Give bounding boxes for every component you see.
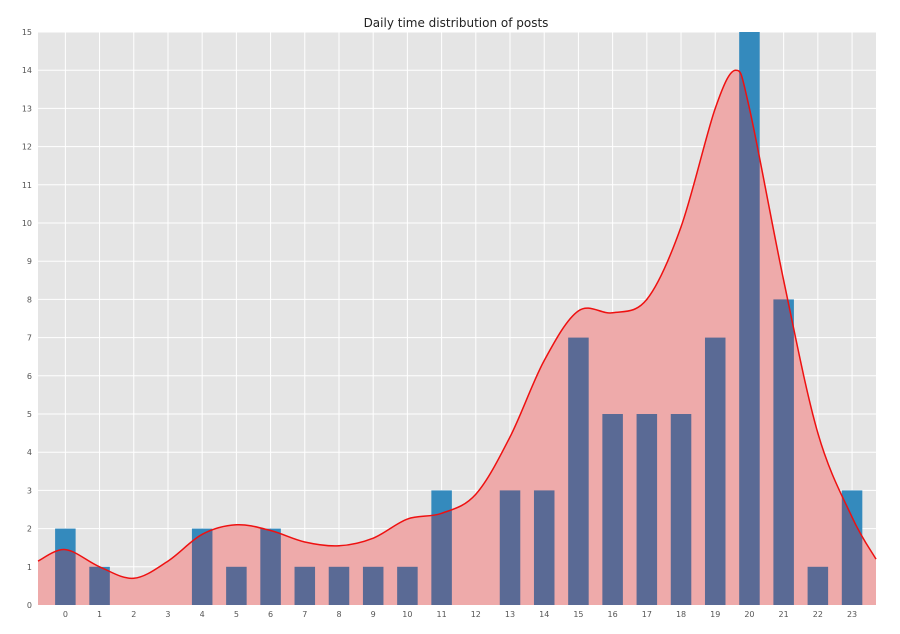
x-tick-label: 8 <box>336 610 341 619</box>
x-tick-label: 21 <box>779 610 789 619</box>
bar-overlap <box>670 414 692 605</box>
x-tick-label: 14 <box>539 610 549 619</box>
x-tick-label: 17 <box>642 610 652 619</box>
x-tick-label: 23 <box>847 610 857 619</box>
x-tick-label: 6 <box>268 610 273 619</box>
bar-overlap <box>328 566 350 605</box>
x-tick-label: 7 <box>302 610 307 619</box>
bar-overlap <box>704 337 726 605</box>
y-tick-label: 4 <box>27 448 32 457</box>
y-tick-label: 7 <box>27 334 32 343</box>
x-tick-label: 5 <box>234 610 239 619</box>
x-tick-label: 22 <box>813 610 823 619</box>
density-curve <box>37 69 877 580</box>
x-tick-label: 20 <box>744 610 754 619</box>
x-tick-label: 18 <box>676 610 686 619</box>
bar-overlap <box>807 566 829 605</box>
bar-overlap-group <box>55 70 863 605</box>
y-tick-label: 11 <box>22 181 32 190</box>
bar-overlap <box>260 528 281 605</box>
y-tick-label: 1 <box>27 563 32 572</box>
x-tick-label: 3 <box>165 610 170 619</box>
y-tick-label: 9 <box>27 257 32 266</box>
y-tick-label: 14 <box>22 66 32 75</box>
y-tick-label: 15 <box>22 28 32 37</box>
x-tick-label: 11 <box>437 610 447 619</box>
bar-overlap <box>533 490 555 605</box>
x-tick-label: 9 <box>371 610 376 619</box>
y-tick-label: 0 <box>27 601 32 610</box>
x-tick-label: 15 <box>573 610 583 619</box>
bar-overlap <box>568 337 589 605</box>
bar-overlap <box>739 70 760 605</box>
bar-overlap <box>362 566 384 605</box>
y-tick-label: 13 <box>22 104 32 113</box>
chart-title: Daily time distribution of posts <box>364 16 549 30</box>
bar-overlap <box>397 566 418 605</box>
x-tick-label: 1 <box>97 610 102 619</box>
x-tick-label: 10 <box>402 610 412 619</box>
x-tick-label: 0 <box>63 610 68 619</box>
bar-overlap <box>89 566 110 605</box>
x-tick-label: 4 <box>200 610 205 619</box>
bar-overlap <box>191 528 213 605</box>
bar-overlap <box>636 414 658 605</box>
x-tick-label: 19 <box>710 610 720 619</box>
bar-overlap <box>499 490 521 605</box>
x-tick-label: 12 <box>471 610 481 619</box>
y-tick-label: 8 <box>27 295 32 304</box>
y-tick-label: 10 <box>22 219 32 228</box>
y-tick-label: 5 <box>27 410 32 419</box>
x-tick-label: 2 <box>131 610 136 619</box>
bar-overlap <box>294 566 316 605</box>
y-tick-label: 6 <box>27 372 32 381</box>
y-tick-label: 2 <box>27 525 32 534</box>
bar-overlap <box>773 299 794 605</box>
density-area <box>38 70 876 605</box>
x-tick-label: 13 <box>505 610 515 619</box>
bar-overlap <box>226 566 247 605</box>
y-tick-label: 12 <box>22 143 32 152</box>
x-tick-label: 16 <box>608 610 618 619</box>
bar-overlap <box>602 414 623 605</box>
bar-overlap <box>431 490 452 605</box>
y-tick-label: 3 <box>27 486 32 495</box>
